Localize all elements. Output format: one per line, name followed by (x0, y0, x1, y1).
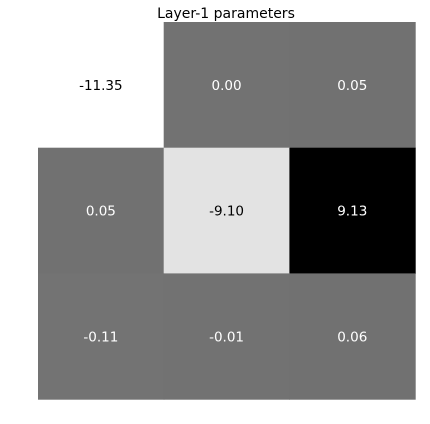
heatmap-cell-label: 0.00 (212, 78, 242, 94)
heatmap-cell-label: 9.13 (337, 204, 367, 220)
heatmap-cell (289, 22, 416, 149)
heatmap-cell (163, 22, 290, 149)
heatmap-cell-labels: -11.35 0.00 0.05 0.05 -9.10 9.13 -0.11 -0.01 0.0… (79, 78, 367, 345)
heatmap-cell-label: -0.01 (209, 329, 244, 345)
heatmap-cell-label: -0.11 (83, 329, 118, 345)
heatmap-cells (38, 22, 416, 400)
heatmap-cell (163, 147, 290, 274)
heatmap-cell (38, 22, 165, 149)
heatmap-cell-label: 0.05 (86, 204, 116, 220)
heatmap-cell-label: 0.06 (337, 329, 367, 345)
heatmap-cell (289, 147, 416, 274)
heatmap-cell (38, 273, 165, 400)
heatmap-cell-label: 0.05 (337, 78, 367, 94)
heatmap-cell-label: -11.35 (79, 78, 123, 94)
chart-title: Layer-1 parameters (157, 6, 295, 22)
heatmap-cell (38, 147, 165, 274)
heatmap-cell (289, 273, 416, 400)
heatmap-cell-label: -9.10 (209, 204, 244, 220)
heatmap-cell (163, 273, 290, 400)
